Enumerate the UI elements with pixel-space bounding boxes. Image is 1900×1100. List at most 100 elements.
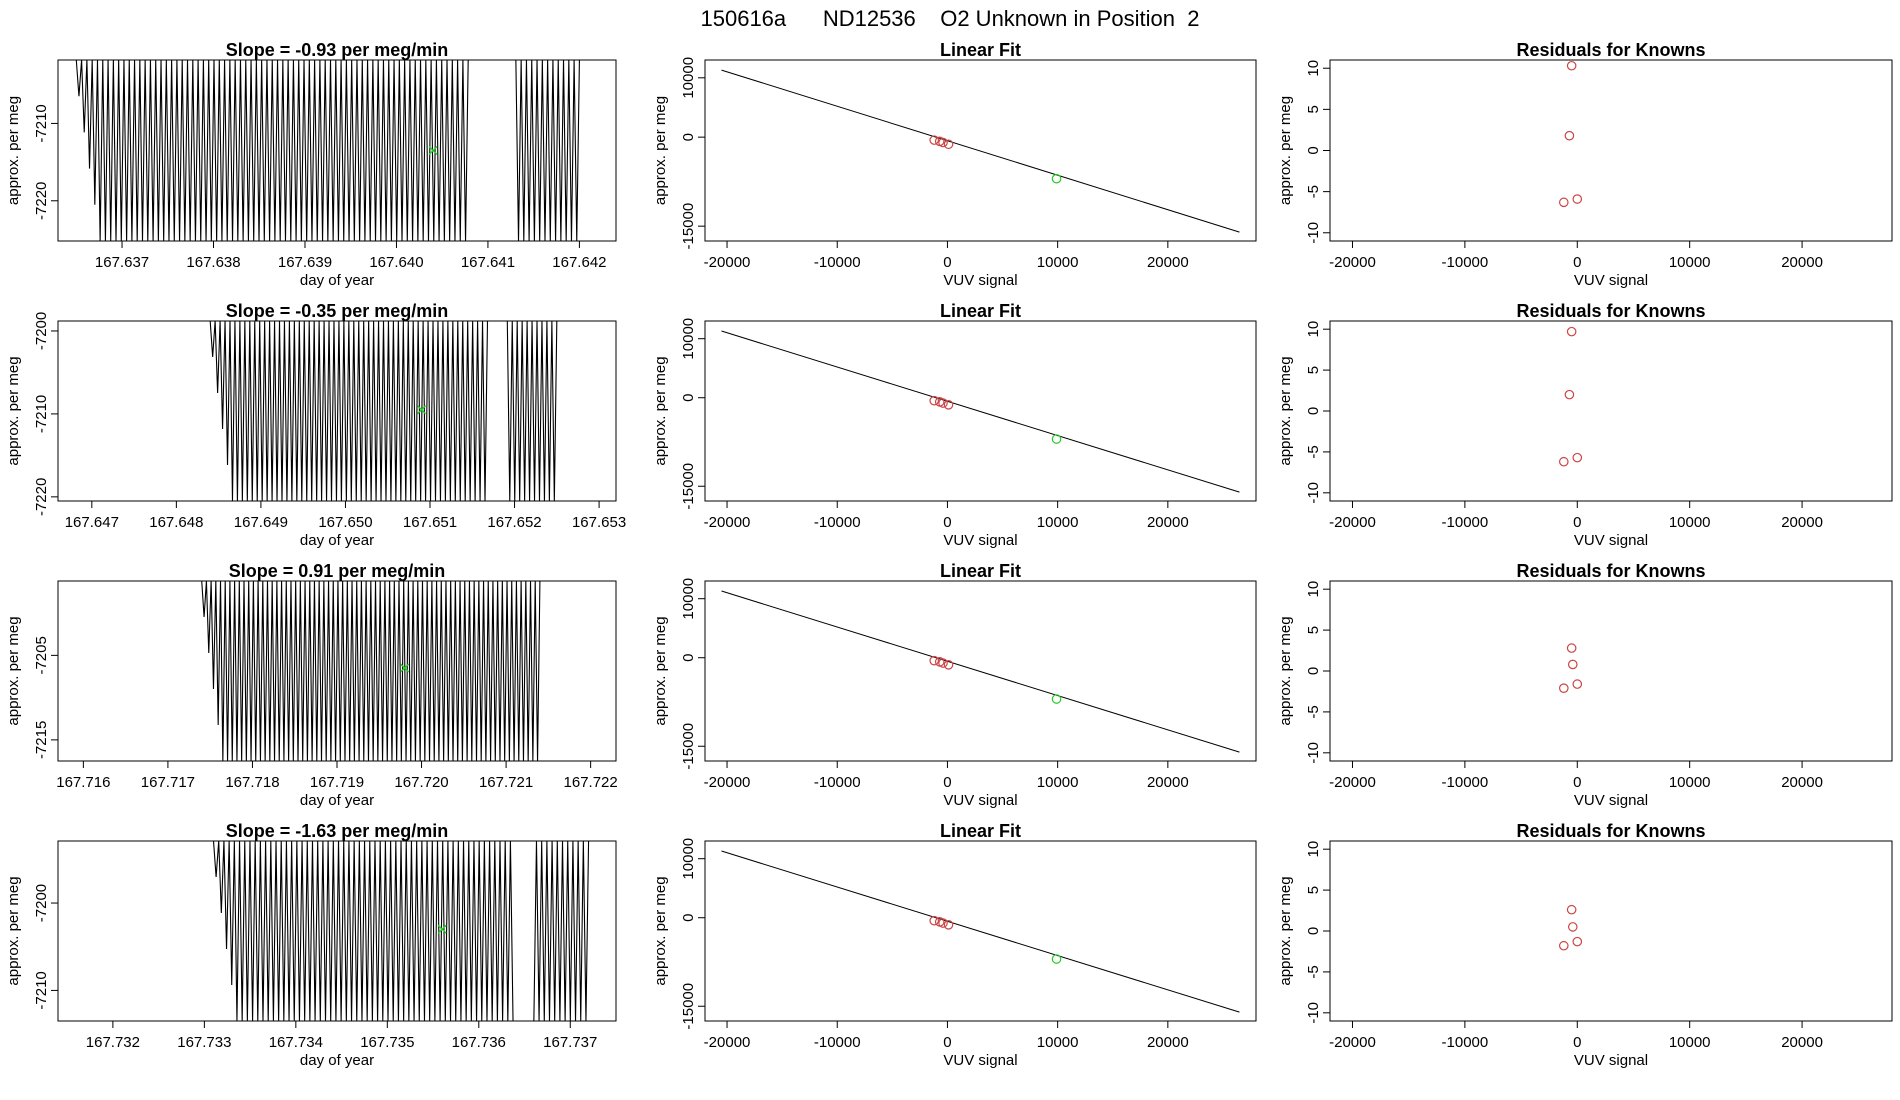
x-axis-label: VUV signal xyxy=(943,1052,1017,1069)
panel-r2-c2: Linear Fit -20000 -10000 0 10000 20000 10000 0 -… xyxy=(652,301,1257,549)
x-tick-label: 167.653 xyxy=(572,514,626,531)
x-tick-label: 167.717 xyxy=(141,774,195,791)
y-tick-label: 10000 xyxy=(680,838,697,880)
y-tick-label: 5 xyxy=(1305,105,1322,113)
fit-line xyxy=(721,850,1240,1013)
x-tick-label: -10000 xyxy=(1442,514,1489,531)
y-tick-label: 0 xyxy=(1305,927,1322,935)
x-tick-label: 0 xyxy=(1573,774,1581,791)
x-tick-label: 167.648 xyxy=(149,514,203,531)
unknown-point xyxy=(1051,173,1062,184)
unknown-point xyxy=(1051,694,1062,704)
y-tick-label: -5 xyxy=(1305,705,1322,718)
y-tick-label: -10 xyxy=(1305,482,1322,504)
x-axis-label: day of year xyxy=(300,532,374,549)
y-tick-label: -7215 xyxy=(33,721,50,759)
x-tick-label: 0 xyxy=(1573,514,1581,531)
x-axis-label: VUV signal xyxy=(1574,532,1648,549)
x-tick-label: 20000 xyxy=(1147,514,1189,531)
x-tick-label: 10000 xyxy=(1669,774,1711,791)
known-point xyxy=(929,915,940,926)
panel-r4-c1: Slope = -1.63 per meg/min 167.732 167.733 1… xyxy=(5,821,617,1069)
residual-point xyxy=(1564,130,1575,141)
x-axis-label: day of year xyxy=(300,1052,374,1069)
residual-point xyxy=(1564,389,1575,400)
residual-point xyxy=(1566,60,1577,71)
x-tick-label: 167.732 xyxy=(86,1034,140,1051)
known-point xyxy=(929,655,940,666)
y-tick-label: 0 xyxy=(680,133,697,141)
x-tick-label: 20000 xyxy=(1147,1034,1189,1051)
fit-line xyxy=(721,590,1240,753)
plot-frame xyxy=(1329,59,1893,242)
residual-point xyxy=(1567,659,1578,670)
y-tick-label: -7200 xyxy=(33,312,50,350)
y-tick-label: -15000 xyxy=(680,983,697,1030)
x-tick-label: 167.734 xyxy=(269,1034,323,1051)
x-tick-label: 167.639 xyxy=(278,254,332,271)
x-tick-label: -20000 xyxy=(704,1034,751,1051)
y-axis-label: approx. per meg xyxy=(5,96,22,205)
residual-point xyxy=(1572,452,1583,463)
plot-frame xyxy=(57,580,617,762)
y-axis-label: approx. per meg xyxy=(1277,876,1294,985)
plot-area xyxy=(201,581,541,761)
y-tick-label: 5 xyxy=(1305,886,1322,894)
unknown-point xyxy=(1051,434,1062,444)
x-tick-label: 167.640 xyxy=(369,254,423,271)
x-tick-label: 167.641 xyxy=(461,254,515,271)
signal-trace xyxy=(212,841,590,1021)
panel-title: Residuals for Knowns xyxy=(1516,40,1705,60)
x-tick-label: 10000 xyxy=(1037,774,1079,791)
y-tick-label: -5 xyxy=(1305,185,1322,198)
plot-area xyxy=(1558,643,1583,693)
panel-title: Linear Fit xyxy=(940,821,1021,841)
x-axis-label: VUV signal xyxy=(1574,1052,1648,1069)
plot-area xyxy=(721,69,1240,233)
panel-r2-c3: Residuals for Knowns -20000 -10000 0 10000 20… xyxy=(1277,301,1893,549)
x-tick-label: -10000 xyxy=(814,774,861,791)
plot-area xyxy=(1558,60,1583,208)
panel-title: Slope = -1.63 per meg/min xyxy=(226,821,449,841)
residual-point xyxy=(1558,683,1569,693)
panel-title: Slope = -0.93 per meg/min xyxy=(226,40,449,60)
x-tick-label: 167.721 xyxy=(479,774,533,791)
y-tick-label: 10 xyxy=(1305,581,1322,598)
panel-title: Linear Fit xyxy=(940,561,1021,581)
y-axis-label: approx. per meg xyxy=(652,96,669,205)
plot-area xyxy=(721,590,1240,753)
x-tick-label: 167.637 xyxy=(95,254,149,271)
x-axis-label: VUV signal xyxy=(943,532,1017,549)
y-tick-label: 0 xyxy=(1305,667,1322,675)
x-tick-label: 20000 xyxy=(1147,774,1189,791)
x-tick-label: 167.720 xyxy=(394,774,448,791)
x-tick-label: 167.642 xyxy=(552,254,606,271)
panel-title: Residuals for Knowns xyxy=(1516,301,1705,321)
y-axis-label: approx. per meg xyxy=(652,356,669,465)
unknown-marker xyxy=(437,924,447,934)
y-tick-label: -10 xyxy=(1305,222,1322,244)
plot-frame xyxy=(704,320,1257,502)
panel-title: Residuals for Knowns xyxy=(1516,821,1705,841)
panel-r3-c2: Linear Fit -20000 -10000 0 10000 20000 10000 0 -… xyxy=(652,561,1257,809)
y-tick-label: -7210 xyxy=(33,395,50,433)
fit-line xyxy=(721,330,1240,493)
plot-area xyxy=(721,330,1240,493)
known-point xyxy=(943,139,954,150)
y-tick-label: -15000 xyxy=(680,203,697,250)
x-tick-label: -10000 xyxy=(1442,774,1489,791)
x-tick-label: 20000 xyxy=(1781,774,1823,791)
panel-title: Linear Fit xyxy=(940,301,1021,321)
x-tick-label: -20000 xyxy=(1329,1034,1376,1051)
x-tick-label: 10000 xyxy=(1669,514,1711,531)
y-tick-label: -7210 xyxy=(33,971,50,1009)
known-point xyxy=(938,137,948,148)
panel-r4-c3: Residuals for Knowns -20000 -10000 0 10000 20… xyxy=(1277,821,1893,1069)
plot-area xyxy=(1558,904,1583,951)
plot-frame xyxy=(1329,840,1893,1022)
x-tick-label: 20000 xyxy=(1781,514,1823,531)
x-tick-label: -10000 xyxy=(1442,254,1489,271)
x-tick-label: 167.638 xyxy=(186,254,240,271)
signal-trace xyxy=(209,321,558,501)
panel-title: Slope = 0.91 per meg/min xyxy=(229,561,446,581)
